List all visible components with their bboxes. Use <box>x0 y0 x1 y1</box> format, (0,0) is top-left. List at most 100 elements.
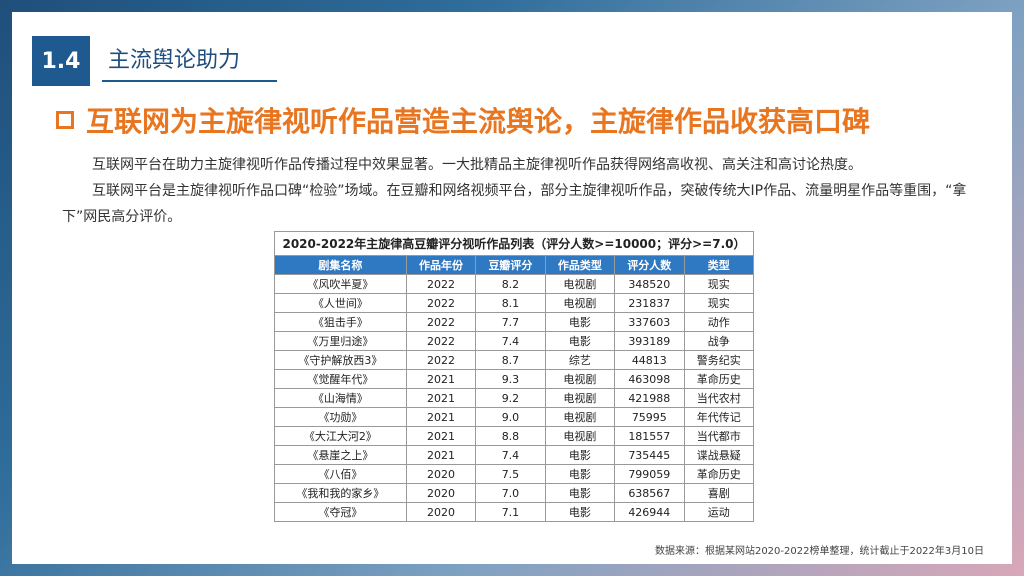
cell-score: 7.4 <box>475 445 546 465</box>
table-row: 《夺冠》 2020 7.1 电影 426944 运动 <box>274 502 755 522</box>
cell-genre: 当代都市 <box>683 426 755 446</box>
slide: 1.4 主流舆论助力 互联网为主旋律视听作品营造主流舆论，主旋律作品收获高口碑 … <box>12 12 1012 564</box>
cell-name: 《八佰》 <box>274 464 407 484</box>
cell-count: 393189 <box>614 331 685 351</box>
headline: 互联网为主旋律视听作品营造主流舆论，主旋律作品收获高口碑 <box>56 100 870 140</box>
cell-score: 7.1 <box>475 502 546 522</box>
table-row: 《狙击手》 2022 7.7 电影 337603 动作 <box>274 312 755 332</box>
cell-count: 231837 <box>614 293 685 313</box>
section-number: 1.4 <box>32 36 90 86</box>
cell-score: 7.7 <box>475 312 546 332</box>
cell-year: 2022 <box>405 350 477 370</box>
cell-count: 75995 <box>614 407 685 427</box>
cell-score: 7.5 <box>475 464 546 484</box>
cell-genre: 当代农村 <box>683 388 755 408</box>
paragraph-2: 互联网平台是主旋律视听作品口碑“检验”场域。在豆瓣和网络视频平台，部分主旋律视听… <box>62 183 967 225</box>
cell-score: 9.2 <box>475 388 546 408</box>
cell-year: 2021 <box>405 369 477 389</box>
cell-type: 电影 <box>544 502 616 522</box>
cell-type: 电影 <box>544 445 616 465</box>
cell-type: 电视剧 <box>544 388 616 408</box>
cell-type: 电视剧 <box>544 369 616 389</box>
cell-year: 2022 <box>405 331 477 351</box>
cell-count: 463098 <box>614 369 685 389</box>
table-row: 《风吹半夏》 2022 8.2 电视剧 348520 现实 <box>274 274 755 294</box>
cell-count: 421988 <box>614 388 685 408</box>
cell-type: 电影 <box>544 331 616 351</box>
cell-name: 《万里归途》 <box>274 331 407 351</box>
cell-genre: 谍战悬疑 <box>683 445 755 465</box>
col-header-score: 豆瓣评分 <box>475 255 546 275</box>
cell-genre: 现实 <box>683 274 755 294</box>
col-header-type: 作品类型 <box>544 255 616 275</box>
cell-score: 8.1 <box>475 293 546 313</box>
cell-year: 2020 <box>405 502 477 522</box>
cell-name: 《觉醒年代》 <box>274 369 407 389</box>
cell-score: 7.4 <box>475 331 546 351</box>
cell-year: 2022 <box>405 274 477 294</box>
cell-type: 电影 <box>544 312 616 332</box>
col-header-name: 剧集名称 <box>274 255 407 275</box>
cell-year: 2021 <box>405 426 477 446</box>
cell-score: 9.0 <box>475 407 546 427</box>
cell-year: 2021 <box>405 445 477 465</box>
table-row: 《我和我的家乡》 2020 7.0 电影 638567 喜剧 <box>274 483 755 503</box>
cell-genre: 战争 <box>683 331 755 351</box>
cell-name: 《悬崖之上》 <box>274 445 407 465</box>
table-row: 《人世间》 2022 8.1 电视剧 231837 现实 <box>274 293 755 313</box>
table-row: 《悬崖之上》 2021 7.4 电影 735445 谍战悬疑 <box>274 445 755 465</box>
cell-year: 2021 <box>405 388 477 408</box>
cell-genre: 现实 <box>683 293 755 313</box>
cell-genre: 革命历史 <box>683 369 755 389</box>
data-source-note: 数据来源：根据某网站2020-2022榜单整理，统计截止于2022年3月10日 <box>654 546 984 557</box>
headline-text: 互联网为主旋律视听作品营造主流舆论，主旋律作品收获高口碑 <box>86 105 871 138</box>
cell-name: 《夺冠》 <box>274 502 407 522</box>
cell-name: 《功勋》 <box>274 407 407 427</box>
table-caption: 2020-2022年主旋律高豆瓣评分视听作品列表（评分人数>=10000；评分>… <box>274 231 754 255</box>
cell-type: 电视剧 <box>544 407 616 427</box>
cell-score: 8.8 <box>475 426 546 446</box>
col-header-year: 作品年份 <box>405 255 477 275</box>
cell-type: 电视剧 <box>544 293 616 313</box>
cell-count: 735445 <box>614 445 685 465</box>
cell-genre: 喜剧 <box>683 483 755 503</box>
section-underline <box>102 80 277 82</box>
cell-count: 44813 <box>614 350 685 370</box>
col-header-count: 评分人数 <box>614 255 685 275</box>
cell-name: 《我和我的家乡》 <box>274 483 407 503</box>
cell-genre: 动作 <box>683 312 755 332</box>
table-row: 《万里归途》 2022 7.4 电影 393189 战争 <box>274 331 755 351</box>
cell-year: 2020 <box>405 483 477 503</box>
cell-score: 9.3 <box>475 369 546 389</box>
cell-type: 综艺 <box>544 350 616 370</box>
cell-count: 337603 <box>614 312 685 332</box>
works-table: 2020-2022年主旋律高豆瓣评分视听作品列表（评分人数>=10000；评分>… <box>274 231 755 522</box>
cell-type: 电视剧 <box>544 426 616 446</box>
cell-year: 2021 <box>405 407 477 427</box>
table-row: 《山海情》 2021 9.2 电视剧 421988 当代农村 <box>274 388 755 408</box>
cell-type: 电影 <box>544 483 616 503</box>
cell-genre: 警务纪实 <box>683 350 755 370</box>
col-header-genre: 类型 <box>683 255 755 275</box>
cell-type: 电影 <box>544 464 616 484</box>
cell-genre: 革命历史 <box>683 464 755 484</box>
cell-score: 8.2 <box>475 274 546 294</box>
cell-year: 2022 <box>405 312 477 332</box>
cell-name: 《狙击手》 <box>274 312 407 332</box>
cell-year: 2022 <box>405 293 477 313</box>
cell-name: 《山海情》 <box>274 388 407 408</box>
cell-count: 348520 <box>614 274 685 294</box>
table-header-row: 剧集名称 作品年份 豆瓣评分 作品类型 评分人数 类型 <box>274 255 755 275</box>
table-row: 《守护解放西3》 2022 8.7 综艺 44813 警务纪实 <box>274 350 755 370</box>
cell-name: 《守护解放西3》 <box>274 350 407 370</box>
paragraph-1: 互联网平台在助力主旋律视听作品传播过程中效果显著。一大批精品主旋律视听作品获得网… <box>92 157 862 173</box>
table-row: 《觉醒年代》 2021 9.3 电视剧 463098 革命历史 <box>274 369 755 389</box>
table-row: 《功勋》 2021 9.0 电视剧 75995 年代传记 <box>274 407 755 427</box>
cell-count: 181557 <box>614 426 685 446</box>
table-row: 《八佰》 2020 7.5 电影 799059 革命历史 <box>274 464 755 484</box>
cell-name: 《风吹半夏》 <box>274 274 407 294</box>
cell-score: 8.7 <box>475 350 546 370</box>
cell-count: 638567 <box>614 483 685 503</box>
cell-genre: 年代传记 <box>683 407 755 427</box>
cell-count: 799059 <box>614 464 685 484</box>
